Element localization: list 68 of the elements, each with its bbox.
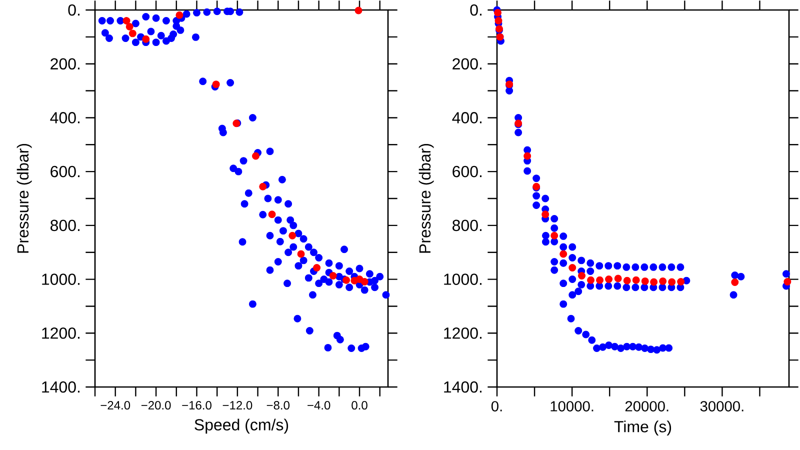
point <box>659 277 667 285</box>
point <box>128 30 136 38</box>
point <box>329 272 337 280</box>
point <box>560 250 568 258</box>
y-tick-label: 400. <box>50 112 80 124</box>
y-tick-label: 200. <box>50 58 80 70</box>
y-tick-label: 1200. <box>444 327 482 339</box>
y-tick-label: 600. <box>50 166 80 178</box>
y-tick-label: 800. <box>50 220 80 232</box>
point <box>731 278 739 286</box>
point <box>288 232 296 240</box>
point <box>142 35 150 43</box>
y-tick-label: 800. <box>452 220 482 232</box>
x-tick-label: 10000. <box>550 401 594 412</box>
x-tick-label: 20000. <box>625 401 668 412</box>
point <box>614 274 622 282</box>
point <box>126 22 134 30</box>
point <box>550 232 558 240</box>
x-tick-label: −8.0 <box>266 401 290 410</box>
point <box>494 17 502 25</box>
x-axis-title: Speed (cm/s) <box>194 418 288 434</box>
point <box>268 210 276 218</box>
point <box>342 276 350 284</box>
point <box>176 11 184 19</box>
point <box>641 277 649 285</box>
point <box>252 152 260 160</box>
x-tick-label: −20.0 <box>141 401 171 410</box>
point <box>623 276 631 284</box>
point <box>524 152 532 160</box>
point <box>677 278 685 286</box>
x-tick-label: −16.0 <box>182 401 212 410</box>
point <box>494 8 502 16</box>
point <box>578 272 586 280</box>
point <box>596 276 604 284</box>
point <box>632 276 640 284</box>
y-axis-title: Pressure (dbar) <box>418 144 434 253</box>
y-tick-label: 600. <box>452 166 482 178</box>
point <box>313 264 321 272</box>
y-tick-label: 0. <box>68 4 80 16</box>
x-tick-label: −24.0 <box>100 401 130 410</box>
point <box>122 17 130 25</box>
x-tick-label: 0. <box>491 401 502 412</box>
x-tick-label: 30000. <box>700 401 744 412</box>
point <box>587 276 594 284</box>
point <box>354 6 362 14</box>
y-tick-label: 0. <box>470 4 482 16</box>
point <box>297 250 305 258</box>
point <box>542 210 550 218</box>
point <box>360 278 368 286</box>
y-axis-title: Pressure (dbar) <box>16 144 32 253</box>
y-tick-label: 1400. <box>42 381 80 393</box>
y-tick-label: 1400. <box>444 381 482 393</box>
y-tick-label: 400. <box>452 112 482 124</box>
point <box>568 264 576 272</box>
point <box>259 182 267 190</box>
point <box>784 278 792 286</box>
y-tick-label: 1000. <box>444 274 482 285</box>
x-tick-label: 0.0 <box>352 401 368 410</box>
y-tick-label: 1200. <box>42 327 80 339</box>
y-tick-label: 200. <box>452 58 482 70</box>
y-tick-label: 1000. <box>42 274 80 285</box>
point <box>668 278 676 286</box>
x-axis-title: Time (s) <box>614 420 672 436</box>
x-tick-label: −4.0 <box>308 401 330 410</box>
point <box>650 278 658 286</box>
point <box>212 80 220 88</box>
x-tick-label: −12.0 <box>222 401 252 410</box>
point <box>605 276 613 284</box>
